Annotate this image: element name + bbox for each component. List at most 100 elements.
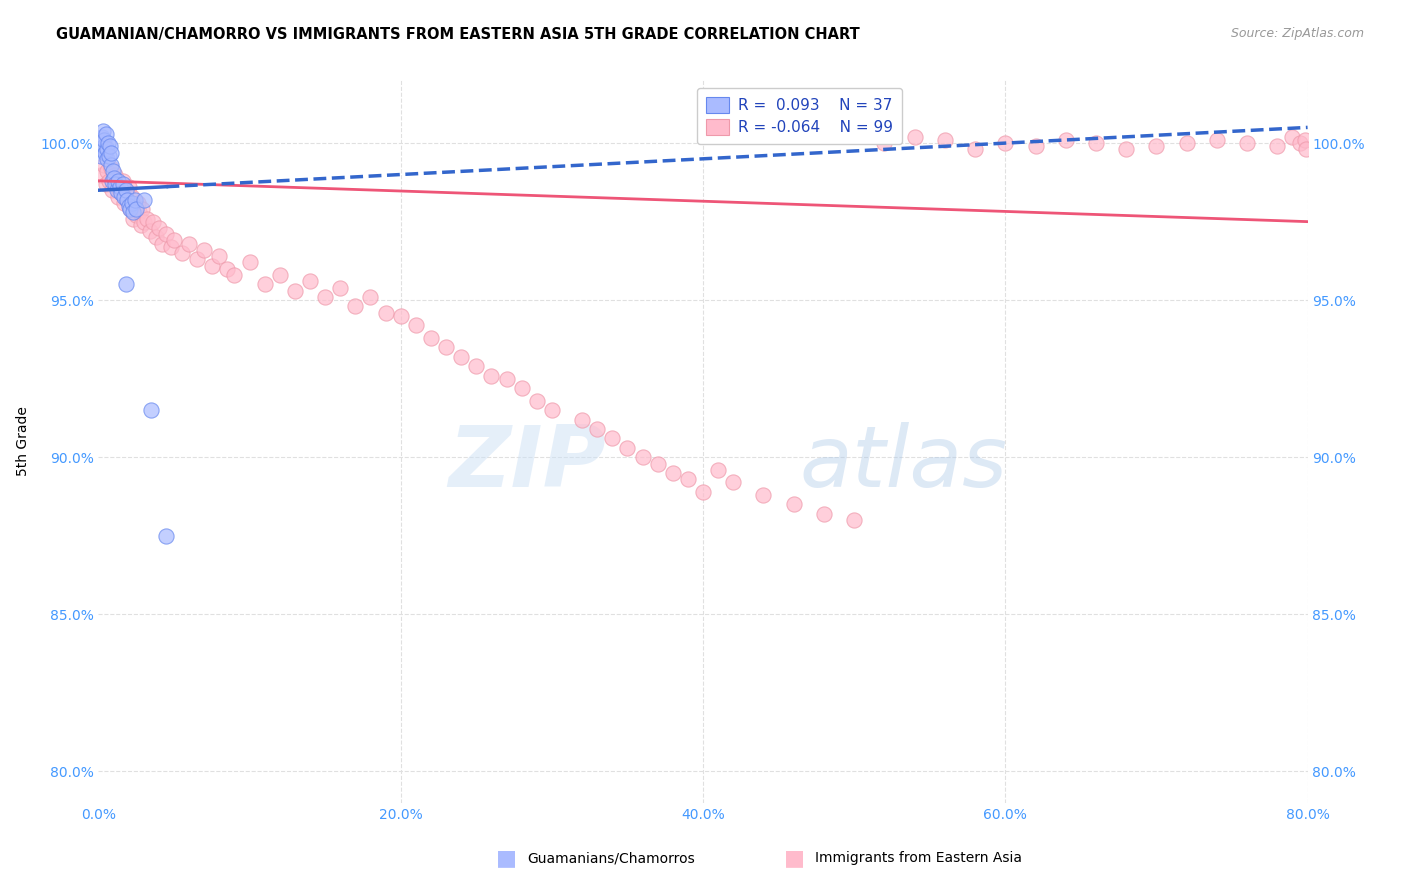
- Point: [155, 529, 177, 543]
- Point: [329, 280, 352, 294]
- Text: ■: ■: [496, 848, 516, 868]
- Point: [122, 211, 145, 226]
- Point: [128, 205, 150, 219]
- Point: [481, 368, 503, 383]
- Point: [201, 259, 224, 273]
- Point: [132, 214, 155, 228]
- Legend: R =  0.093    N = 37, R = -0.064    N = 99: R = 0.093 N = 37, R = -0.064 N = 99: [697, 88, 903, 145]
- Point: [1115, 142, 1137, 156]
- Text: ■: ■: [785, 848, 804, 868]
- Point: [115, 193, 138, 207]
- Point: [160, 240, 183, 254]
- Point: [155, 227, 177, 242]
- Point: [122, 205, 145, 219]
- Point: [98, 149, 121, 163]
- Point: [90, 149, 112, 163]
- Point: [389, 309, 412, 323]
- Point: [129, 218, 152, 232]
- Point: [114, 277, 136, 292]
- Point: [118, 180, 141, 194]
- Text: ZIP: ZIP: [449, 422, 606, 505]
- Point: [96, 142, 118, 156]
- Point: [1294, 133, 1316, 147]
- Text: Immigrants from Eastern Asia: Immigrants from Eastern Asia: [815, 851, 1022, 865]
- Text: Source: ZipAtlas.com: Source: ZipAtlas.com: [1230, 27, 1364, 40]
- Point: [253, 277, 276, 292]
- Point: [692, 484, 714, 499]
- Point: [118, 199, 141, 213]
- Point: [707, 463, 730, 477]
- Point: [224, 268, 246, 282]
- Point: [100, 145, 122, 160]
- Point: [105, 183, 128, 197]
- Point: [616, 441, 638, 455]
- Point: [434, 340, 457, 354]
- Point: [121, 195, 143, 210]
- Point: [124, 193, 146, 207]
- Point: [101, 174, 124, 188]
- Point: [540, 403, 562, 417]
- Point: [1024, 139, 1046, 153]
- Point: [111, 174, 134, 188]
- Point: [150, 236, 173, 251]
- Point: [125, 208, 148, 222]
- Point: [208, 249, 231, 263]
- Point: [1054, 133, 1077, 147]
- Point: [112, 189, 135, 203]
- Point: [110, 186, 132, 201]
- Point: [1295, 142, 1317, 156]
- Point: [450, 350, 472, 364]
- Point: [148, 221, 170, 235]
- Point: [374, 306, 396, 320]
- Point: [139, 224, 162, 238]
- Point: [112, 195, 135, 210]
- Point: [120, 202, 142, 216]
- Point: [103, 170, 125, 185]
- Point: [131, 202, 153, 216]
- Point: [120, 202, 142, 216]
- Point: [783, 497, 806, 511]
- Point: [108, 180, 131, 194]
- Point: [1206, 133, 1229, 147]
- Point: [100, 158, 122, 172]
- Point: [1267, 139, 1289, 153]
- Point: [94, 177, 117, 191]
- Point: [314, 290, 336, 304]
- Point: [101, 164, 124, 178]
- Point: [96, 152, 118, 166]
- Text: Guamanians/Chamorros: Guamanians/Chamorros: [527, 851, 695, 865]
- Point: [495, 372, 517, 386]
- Point: [360, 290, 382, 304]
- Point: [98, 139, 121, 153]
- Point: [752, 488, 775, 502]
- Point: [647, 457, 669, 471]
- Point: [661, 466, 683, 480]
- Point: [91, 123, 114, 137]
- Point: [510, 381, 533, 395]
- Point: [94, 127, 117, 141]
- Point: [1175, 136, 1198, 150]
- Point: [111, 177, 134, 191]
- Point: [135, 211, 157, 226]
- Point: [121, 189, 143, 203]
- Point: [269, 268, 291, 282]
- Point: [934, 133, 956, 147]
- Point: [91, 129, 114, 144]
- Point: [526, 393, 548, 408]
- Point: [420, 331, 443, 345]
- Point: [631, 450, 654, 465]
- Point: [96, 164, 118, 178]
- Point: [186, 252, 208, 267]
- Point: [844, 513, 866, 527]
- Point: [813, 507, 835, 521]
- Point: [110, 186, 132, 201]
- Point: [965, 142, 987, 156]
- Point: [1281, 129, 1303, 144]
- Point: [93, 158, 115, 172]
- Text: GUAMANIAN/CHAMORRO VS IMMIGRANTS FROM EASTERN ASIA 5TH GRADE CORRELATION CHART: GUAMANIAN/CHAMORRO VS IMMIGRANTS FROM EA…: [56, 27, 860, 42]
- Point: [299, 274, 322, 288]
- Point: [676, 472, 699, 486]
- Y-axis label: 5th Grade: 5th Grade: [15, 407, 30, 476]
- Point: [179, 236, 201, 251]
- Point: [98, 174, 121, 188]
